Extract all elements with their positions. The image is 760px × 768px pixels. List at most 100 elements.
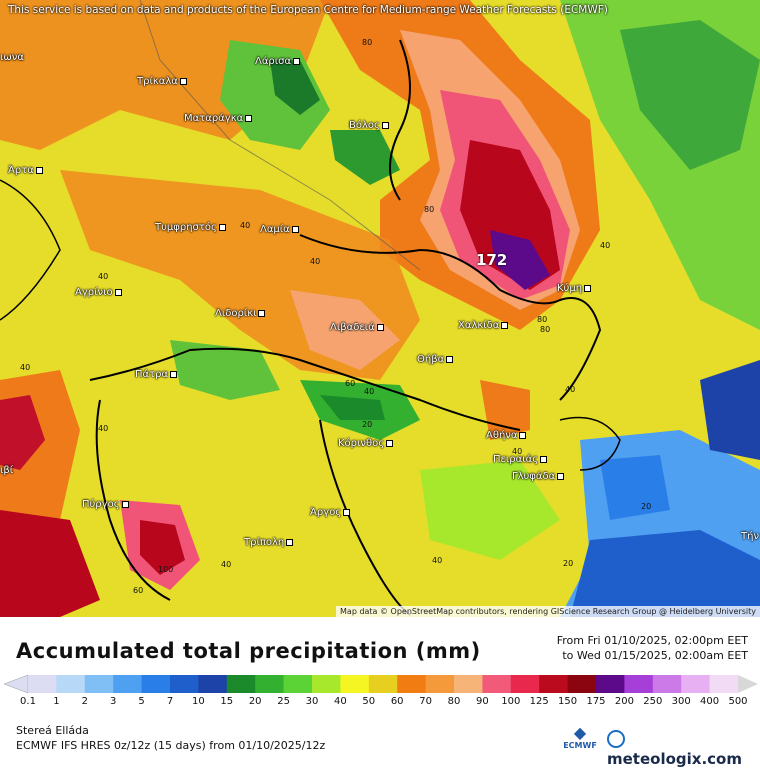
scale-arrow-right (738, 675, 758, 693)
scale-segment (596, 675, 625, 693)
model-info: ECMWF IFS HRES 0z/12z (15 days) from 01/… (16, 739, 326, 752)
contour-label: 80 (540, 325, 551, 334)
contour-label: 20 (641, 502, 652, 511)
scale-tick-label: 80 (447, 696, 461, 707)
scale-segment (539, 675, 569, 693)
scale-tick-label: 125 (529, 696, 549, 707)
scale-segment (397, 675, 427, 693)
scale-tick-label: 20 (248, 696, 262, 707)
city-label: Λαμία (260, 224, 299, 235)
scale-segment (28, 675, 57, 693)
scale-segment (283, 675, 313, 693)
ecmwf-notice: This service is based on data and produc… (8, 4, 608, 16)
city-label: Βόλος (349, 120, 389, 131)
contour-label: 40 (364, 387, 375, 396)
scale-tick-label: 70 (419, 696, 432, 707)
contour-label: 40 (240, 221, 251, 230)
meteologix-icon (607, 730, 625, 748)
color-scale-bar (3, 674, 758, 694)
city-label: Τρίκαλα (137, 76, 187, 87)
scale-tick-label: 10 (192, 696, 205, 707)
scale-segment (368, 675, 398, 693)
contour-label: 40 (432, 556, 443, 565)
legend-footer: Accumulated total precipitation (mm) Fro… (0, 617, 760, 768)
map-attribution: Map data © OpenStreetMap contributors, r… (336, 606, 760, 617)
scale-tick-label: 60 (390, 696, 404, 707)
scale-arrow-left (3, 674, 29, 694)
meteologix-logo[interactable]: meteologix.com (607, 730, 760, 768)
chart-title: Accumulated total precipitation (mm) (16, 639, 481, 663)
contour-label: 40 (221, 560, 232, 569)
scale-segment (624, 675, 654, 693)
scale-segment (113, 675, 143, 693)
scale-segment (425, 675, 455, 693)
scale-tick-label: 2 (81, 696, 88, 707)
city-label: Αγρίνιο (75, 287, 122, 298)
city-label: Τρίπολη (244, 537, 294, 548)
scale-tick-label: 50 (362, 696, 376, 707)
precipitation-map: This service is based on data and produc… (0, 0, 760, 617)
city-label: Θήβα (417, 354, 454, 365)
ecmwf-logo: ◆ ECMWF (560, 723, 600, 751)
scale-tick-label: 25 (277, 696, 290, 707)
city-label: Λιβαδειά (330, 322, 384, 333)
scale-segment (482, 675, 512, 693)
scale-tick-label: 40 (334, 696, 347, 707)
scale-tick-label: 5 (138, 696, 145, 707)
city-label: ιβί (0, 465, 14, 476)
city-label: Τυμφρηστός (155, 222, 226, 233)
scale-segment (312, 675, 341, 693)
city-label: Άργος (310, 507, 351, 518)
scale-segment (567, 675, 597, 693)
scale-segment (652, 675, 682, 693)
scale-tick-label: 175 (586, 696, 606, 707)
contour-label: 60 (133, 586, 144, 595)
city-label: Πάτρα (135, 369, 178, 380)
contour-label: 80 (362, 38, 373, 47)
contour-label: 40 (512, 447, 523, 456)
scale-tick-label: 500 (728, 696, 748, 707)
contour-label: 100 (158, 565, 174, 574)
scale-segment (141, 675, 171, 693)
city-label: ιωνα (0, 52, 24, 63)
city-label: Ματαράγκα (184, 113, 253, 124)
scale-tick-label: 15 (220, 696, 234, 707)
scale-tick-label: 3 (110, 696, 117, 707)
scale-tick-label: 250 (643, 696, 663, 707)
city-label: Αθήνα (486, 430, 527, 441)
contour-label: 20 (563, 559, 574, 568)
contour-label: 40 (20, 363, 31, 372)
city-label: Κύμη (557, 283, 592, 294)
contour-label: 20 (362, 420, 373, 429)
forecast-period: From Fri 01/10/2025, 02:00pm EET to Wed … (557, 633, 748, 663)
scale-tick-label: 100 (501, 696, 521, 707)
city-label: Χαλκίδα (458, 320, 509, 331)
scale-segment (84, 675, 114, 693)
city-label: Λιδορίκι (215, 308, 266, 319)
scale-segment (56, 675, 86, 693)
scale-tick-label: 30 (305, 696, 319, 707)
scale-segment (454, 675, 483, 693)
scale-segment (255, 675, 285, 693)
city-label: Γλυφάδα (512, 471, 565, 482)
scale-segment (340, 675, 370, 693)
max-precipitation-label: 172 (476, 251, 508, 269)
period-to: to Wed 01/15/2025, 02:00am EET (562, 649, 748, 662)
contour-label: 40 (310, 257, 321, 266)
precipitation-field (0, 0, 760, 617)
scale-tick-label: 200 (614, 696, 634, 707)
city-label: Πειραιάς (493, 454, 548, 465)
region-name: Stereá Elláda (16, 724, 89, 737)
scale-tick-label: 1 (53, 696, 60, 707)
scale-tick-label: 7 (166, 696, 174, 707)
scale-segment (170, 675, 199, 693)
scale-segment (681, 675, 711, 693)
contour-label: 40 (600, 241, 611, 250)
ecmwf-logo-icon: ◆ (573, 723, 587, 742)
city-label: Άρτα (8, 165, 43, 176)
contour-label: 40 (565, 385, 576, 394)
contour-label: 40 (98, 424, 109, 433)
scale-tick-label: 90 (476, 696, 489, 707)
city-label: Πύργος (82, 499, 129, 510)
city-label: Κόρινθος (338, 438, 394, 449)
